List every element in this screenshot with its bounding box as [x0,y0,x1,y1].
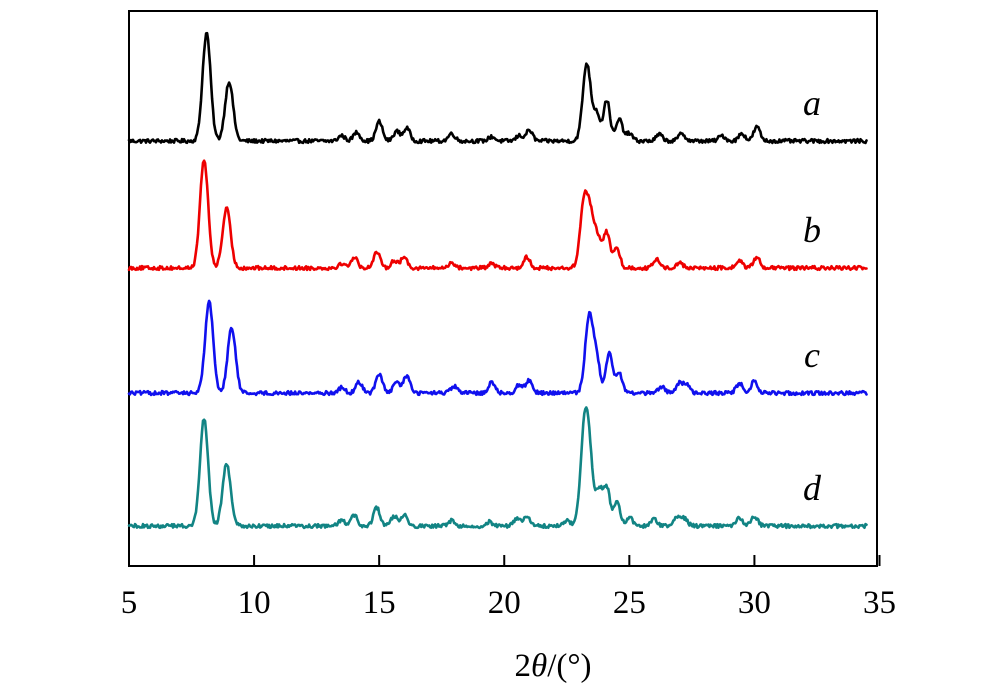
x-tick-label: 10 [238,585,271,621]
x-tick-label: 5 [121,585,138,621]
series-line-a [127,31,868,145]
series-labels: a b c d [803,83,822,508]
x-tick-label: 25 [613,585,646,621]
x-axis-ticks [128,555,881,566]
series-label-c: c [804,335,820,375]
x-axis-title-prefix: 2 [514,648,531,684]
series-label-b: b [803,210,821,250]
x-tick-label: 30 [738,585,771,621]
x-axis-title-variable: θ [531,648,547,684]
x-axis-title: 2θ/(°) [514,648,591,684]
x-tick-label: 15 [363,585,396,621]
series-label-d: d [803,468,822,508]
x-tick-label: 35 [863,585,896,621]
x-axis-title-suffix: /(°) [547,648,591,684]
series-label-a: a [803,83,821,123]
series-line-d [127,406,868,530]
x-axis-tick-labels: 5 10 15 20 25 30 35 [121,585,896,621]
series-line-c [127,299,868,397]
x-tick-label: 20 [488,585,521,621]
series-line-b [127,159,868,272]
series-traces [127,31,868,530]
plot-frame [128,10,878,567]
